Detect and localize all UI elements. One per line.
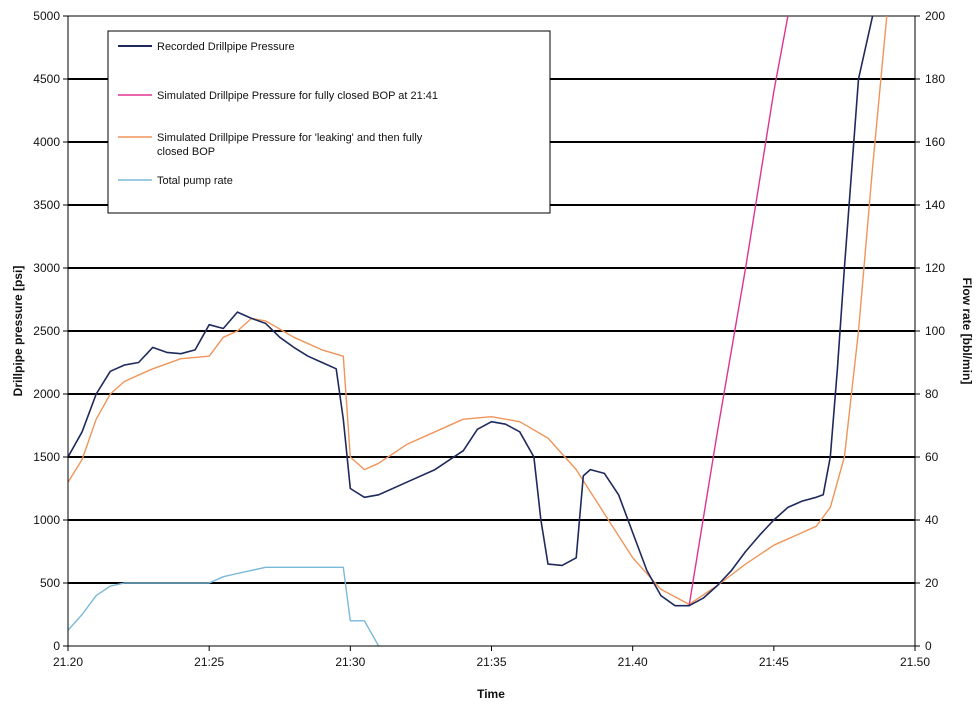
y2-tick-label: 100: [925, 324, 945, 338]
series-pump-rate: [68, 566, 380, 646]
y2-tick-label: 120: [925, 261, 945, 275]
legend-label-leaking-bop: Simulated Drillpipe Pressure for 'leakin…: [157, 132, 423, 158]
y-tick-label: 3500: [33, 198, 60, 212]
y2-tick-label: 20: [925, 576, 939, 590]
x-tick-label: 21:45: [759, 655, 789, 669]
y2-tick-label: 200: [925, 9, 945, 23]
legend-label-recorded: Recorded Drillpipe Pressure: [157, 41, 295, 53]
y2-axis-title: Flow rate [bbl/min]: [960, 278, 974, 385]
x-tick-label: 21.50: [900, 655, 930, 669]
legend-box: [107, 30, 551, 214]
y2-tick-label: 0: [925, 639, 932, 653]
series-closed-bop: [688, 16, 789, 606]
y-tick-label: 2500: [33, 324, 60, 338]
y-tick-label: 5000: [33, 9, 60, 23]
y-tick-label: 500: [40, 576, 60, 590]
x-tick-label: 21:30: [335, 655, 365, 669]
y-tick-label: 4000: [33, 135, 60, 149]
series-leaking-bop: [68, 16, 888, 606]
y2-tick-label: 40: [925, 513, 939, 527]
y-tick-label: 2000: [33, 387, 60, 401]
x-tick-label: 21:25: [194, 655, 224, 669]
y-tick-label: 3000: [33, 261, 60, 275]
y-tick-label: 0: [53, 639, 60, 653]
y2-tick-label: 60: [925, 450, 939, 464]
x-tick-label: 21:35: [476, 655, 506, 669]
x-tick-label: 21.40: [618, 655, 648, 669]
y-tick-label: 1000: [33, 513, 60, 527]
legend-label-closed-bop: Simulated Drillpipe Pressure for fully c…: [157, 90, 438, 102]
y2-tick-label: 140: [925, 198, 945, 212]
legend-label-pump-rate: Total pump rate: [157, 175, 233, 187]
y-tick-label: 4500: [33, 72, 60, 86]
series-lines: [68, 16, 888, 646]
y2-tick-label: 180: [925, 72, 945, 86]
series-recorded-pressure: [68, 16, 874, 607]
y-axis-title: Drillpipe pressure [psi]: [11, 266, 25, 397]
legend: Recorded Drillpipe Pressure Simulated Dr…: [107, 30, 551, 214]
y-tick-label: 1500: [33, 450, 60, 464]
axes: [63, 15, 920, 651]
x-tick-label: 21.20: [53, 655, 83, 669]
y2-tick-label: 80: [925, 387, 939, 401]
tick-labels: 0500100015002000250030003500400045005000…: [33, 9, 945, 669]
x-axis-title: Time: [477, 687, 505, 701]
y2-tick-label: 160: [925, 135, 945, 149]
